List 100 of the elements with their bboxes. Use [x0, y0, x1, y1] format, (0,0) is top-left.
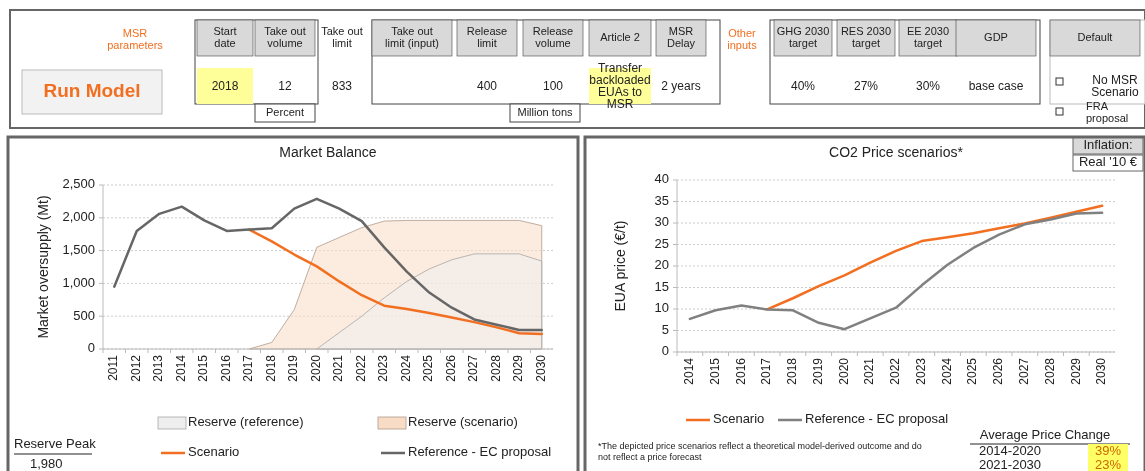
text: 23% [1094, 457, 1122, 471]
x-tick-label: 2027 [466, 354, 481, 382]
line-series [113, 197, 543, 332]
text: MSR parameters [107, 26, 164, 51]
text: 833 [331, 79, 353, 94]
x-tick-label: 2028 [1042, 357, 1057, 385]
text: Article 2 [600, 30, 640, 43]
x-tick-label: 2026 [991, 357, 1006, 385]
y-tick-label: 25 [654, 235, 669, 251]
text: 39% [1094, 443, 1122, 459]
x-tick-label: 2027 [1017, 357, 1031, 385]
x-tick-label: 2023 [913, 357, 928, 385]
x-tick-label: 2029 [1068, 357, 1083, 385]
chart-title: CO2 Price scenarios* [829, 144, 964, 160]
x-tick-label: 2030 [533, 354, 548, 382]
x-tick-label: 2030 [1094, 357, 1109, 385]
x-tick-label: 2018 [785, 357, 800, 385]
y-tick-label: 0 [87, 340, 95, 356]
x-tick-label: 2016 [218, 354, 233, 382]
legend-label: Scenario [188, 444, 240, 460]
text: MSR Delay [666, 24, 696, 49]
x-tick-label: 2028 [488, 354, 503, 382]
text: base case [968, 79, 1024, 94]
text: Real '10 € [1078, 154, 1138, 170]
y-tick-label: 5 [661, 321, 669, 337]
x-tick-label: 2029 [511, 354, 526, 382]
text: GDP [984, 30, 1008, 43]
line-series [688, 211, 1104, 331]
text: Start date [213, 24, 237, 49]
x-tick-label: 2022 [353, 354, 368, 382]
text: Release volume [532, 24, 574, 49]
x-tick-label: 2017 [759, 357, 774, 385]
x-tick-label: 2015 [707, 357, 722, 385]
x-tick-label: 2020 [308, 354, 323, 382]
text: Average Price Change [979, 427, 1111, 443]
line-series [765, 204, 1104, 311]
text: Run Model [43, 80, 141, 102]
text: 1,980 [30, 456, 63, 471]
text: Take out limit (input) [385, 24, 439, 49]
x-tick-label: 2019 [810, 357, 825, 385]
legend-label: Reserve (scenario) [408, 414, 518, 430]
text: 2018 [211, 79, 239, 94]
text: 2021-2030 [978, 457, 1042, 471]
x-tick-label: 2021 [331, 354, 346, 382]
y-tick-label: 2,500 [62, 176, 95, 192]
y-tick-label: 1,000 [62, 274, 95, 290]
x-tick-label: 2016 [733, 357, 748, 385]
x-tick-label: 2013 [151, 354, 166, 382]
text: Inflation: [1083, 137, 1133, 153]
y-tick-label: 2,000 [62, 209, 95, 225]
x-tick-label: 2018 [263, 354, 278, 382]
y-tick-label: 15 [654, 278, 669, 294]
y-axis-title: Market oversupply (Mt) [35, 195, 51, 339]
text: RES 2030 target [840, 24, 892, 49]
text: 27% [853, 79, 879, 94]
line-series [248, 228, 543, 336]
x-tick-label: 2019 [286, 354, 301, 382]
text: 400 [476, 79, 498, 94]
x-tick-label: 2024 [939, 357, 954, 385]
y-tick-label: 20 [654, 257, 669, 273]
x-tick-label: 2020 [836, 357, 851, 385]
legend-label: Reserve (reference) [188, 414, 304, 430]
text: 2 years [661, 79, 701, 94]
legend-label: Reference - EC proposal [408, 444, 552, 460]
x-tick-label: 2015 [196, 354, 211, 382]
y-tick-label: 40 [654, 171, 669, 187]
x-tick-label: 2011 [106, 354, 121, 381]
text: FRA proposal [1086, 99, 1129, 124]
text: EE 2030 target [906, 24, 950, 49]
text: 40% [790, 79, 816, 94]
y-tick-label: 0 [661, 343, 669, 359]
x-tick-label: 2023 [376, 354, 391, 382]
text: Reserve Peak [14, 436, 97, 452]
text: 100 [542, 79, 564, 94]
text: 2014-2020 [978, 443, 1042, 459]
text: Million tons [517, 105, 574, 118]
chart-title: Market Balance [279, 144, 377, 160]
text: Take out volume [264, 24, 306, 49]
text: Default [1077, 30, 1113, 43]
x-tick-label: 2021 [862, 357, 877, 385]
text: Take out limit [321, 24, 363, 49]
text: No MSR Scenario [1091, 73, 1139, 100]
y-tick-label: 1,500 [62, 242, 95, 258]
x-tick-label: 2025 [965, 357, 980, 385]
y-tick-label: 30 [654, 214, 669, 230]
x-tick-label: 2025 [421, 354, 436, 382]
text: Transfer backloaded EUAs to MSR [589, 61, 651, 112]
y-tick-label: 35 [654, 192, 669, 208]
legend-label: Scenario [713, 411, 765, 427]
text: GHG 2030 target [776, 24, 830, 49]
x-tick-label: 2026 [443, 354, 458, 382]
text: *The depicted price scenarios reflect a theoretical model-derived outcome and do not reflect a price forecast [598, 440, 922, 462]
x-tick-label: 2014 [682, 357, 697, 385]
y-tick-label: 500 [73, 307, 95, 323]
x-tick-label: 2024 [398, 354, 413, 382]
text: 30% [915, 79, 941, 94]
legend-label: Reference - EC proposal [805, 411, 949, 427]
text: Release limit [466, 24, 508, 49]
x-tick-label: 2017 [241, 354, 256, 382]
text: Percent [266, 105, 304, 118]
